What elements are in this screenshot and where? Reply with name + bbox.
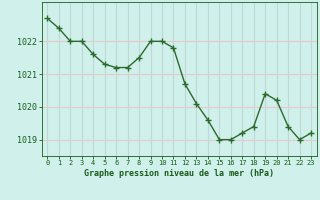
X-axis label: Graphe pression niveau de la mer (hPa): Graphe pression niveau de la mer (hPa) [84, 169, 274, 178]
